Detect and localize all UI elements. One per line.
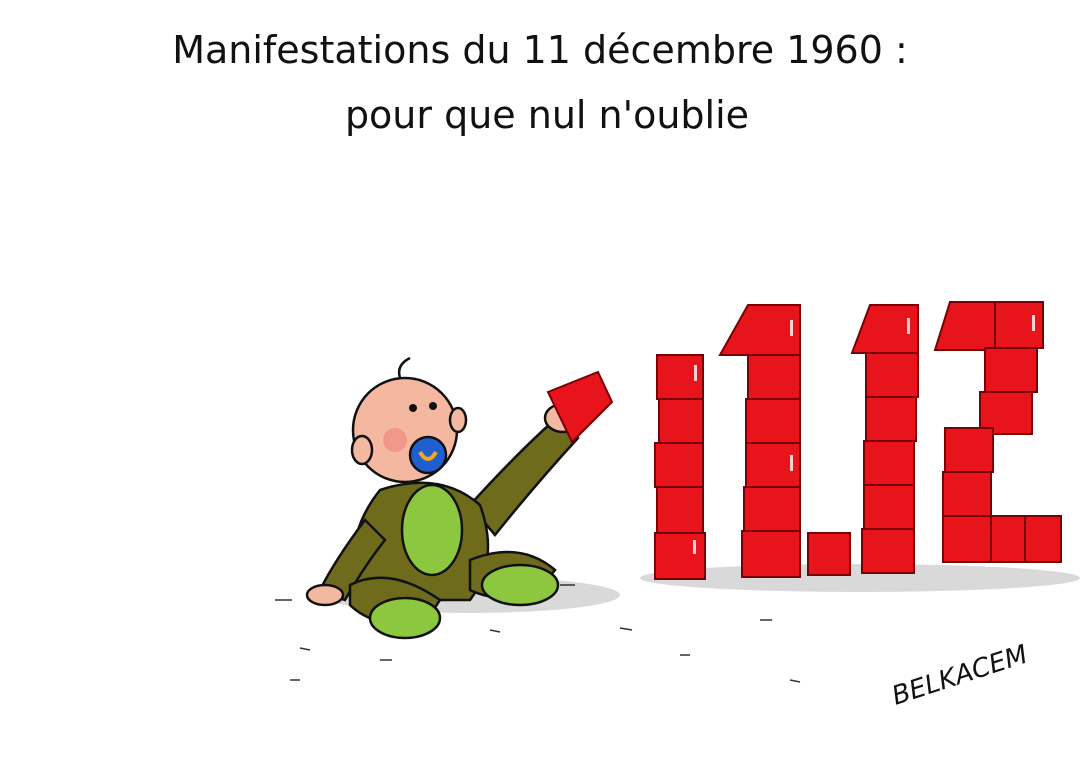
signature: BELKACEM bbox=[888, 640, 1031, 712]
title-line-2: pour que nul n'oublie bbox=[345, 93, 749, 137]
title-line-1: Manifestations du 11 décembre 1960 : bbox=[172, 28, 908, 72]
baby bbox=[305, 356, 614, 640]
ground-marks bbox=[275, 584, 801, 683]
red-blocks bbox=[654, 301, 1062, 580]
